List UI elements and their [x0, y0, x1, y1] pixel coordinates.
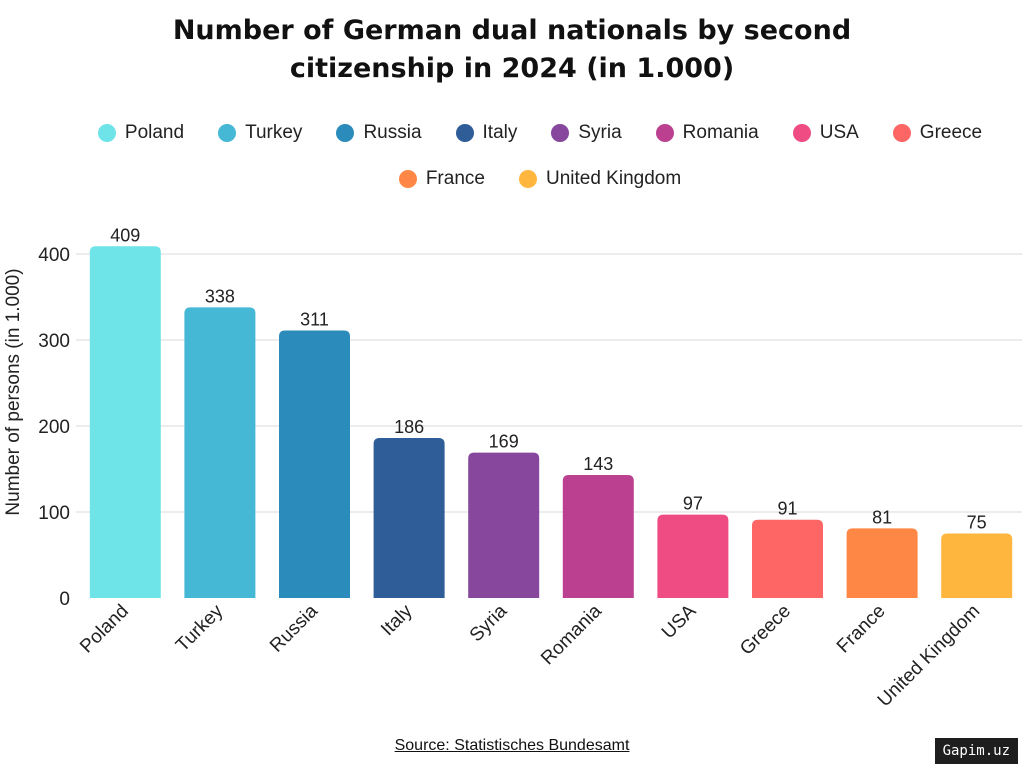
legend-row-1: Poland Turkey Russia Italy Syria Romania… — [60, 110, 1020, 156]
legend-swatch-turkey — [218, 124, 237, 142]
legend-item-greece[interactable]: Greece — [892, 122, 983, 144]
bar-usa — [657, 514, 729, 598]
x-tick-label-poland: Poland — [76, 601, 133, 658]
legend-label-usa: USA — [819, 122, 859, 143]
x-tick-label-usa: USA — [658, 600, 701, 643]
legend-swatch-syria — [551, 124, 570, 142]
legend-swatch-usa — [792, 124, 811, 142]
legend-item-russia[interactable]: Russia — [336, 122, 422, 144]
legend-swatch-greece — [892, 124, 911, 142]
watermark-logo: Gapim.uz — [934, 738, 1018, 764]
y-tick-label-0: 0 — [59, 589, 70, 610]
bar-united-kingdom — [941, 533, 1013, 598]
bar-syria — [468, 452, 540, 598]
data-label-russia: 311 — [300, 310, 329, 330]
data-label-usa: 97 — [683, 494, 703, 514]
legend-swatch-russia — [336, 124, 355, 142]
data-label-france: 81 — [872, 507, 892, 527]
y-tick-label-100: 100 — [38, 503, 70, 524]
legend-item-turkey[interactable]: Turkey — [218, 122, 302, 144]
source-note[interactable]: Source: Statistisches Bundesamt — [394, 737, 630, 754]
legend-label-greece: Greece — [919, 122, 983, 143]
bar-italy — [373, 438, 445, 598]
chart-title-line-1: Number of German dual nationals by secon… — [172, 15, 852, 46]
legend-item-france[interactable]: France — [398, 168, 485, 190]
x-tick-label-italy: Italy — [377, 600, 417, 640]
data-label-italy: 186 — [394, 417, 424, 437]
legend-swatch-france — [398, 170, 417, 188]
x-tick-label-turkey: Turkey — [172, 600, 228, 656]
legend-item-italy[interactable]: Italy — [455, 122, 518, 144]
x-tick-label-greece: Greece — [736, 601, 795, 660]
legend-swatch-poland — [97, 124, 116, 142]
bar-turkey — [184, 307, 256, 598]
legend-item-romania[interactable]: Romania — [655, 122, 759, 144]
legend-label-france: France — [425, 168, 485, 189]
legend-swatch-united-kingdom — [518, 170, 537, 188]
legend-item-usa[interactable]: USA — [792, 122, 859, 144]
legend-label-poland: Poland — [124, 122, 185, 143]
legend-row-2: France United Kingdom — [60, 156, 1020, 202]
x-tick-label-united-kingdom: United Kingdom — [874, 601, 984, 711]
bar-russia — [279, 330, 350, 598]
x-tick-label-france: France — [833, 601, 890, 658]
chart-legend: Poland Turkey Russia Italy Syria Romania… — [60, 110, 1020, 202]
y-axis-label: Number of persons (in 1.000) — [3, 268, 24, 515]
y-tick-label-300: 300 — [38, 331, 70, 352]
y-tick-label-400: 400 — [38, 245, 70, 266]
legend-label-russia: Russia — [363, 122, 422, 143]
legend-label-united-kingdom: United Kingdom — [545, 168, 682, 189]
legend-swatch-romania — [655, 124, 674, 142]
data-label-romania: 143 — [583, 454, 613, 474]
legend-label-syria: Syria — [578, 122, 622, 143]
legend-item-syria[interactable]: Syria — [551, 122, 622, 144]
data-label-united-kingdom: 75 — [967, 513, 987, 533]
data-label-turkey: 338 — [205, 286, 235, 306]
chart-title: Number of German dual nationals by secon… — [0, 12, 1024, 88]
legend-label-italy: Italy — [482, 122, 518, 143]
legend-item-poland[interactable]: Poland — [97, 122, 185, 144]
data-label-poland: 409 — [110, 225, 140, 245]
data-label-greece: 91 — [777, 499, 797, 519]
bar-france — [846, 528, 918, 598]
data-label-syria: 169 — [489, 432, 519, 452]
bar-greece — [752, 519, 823, 598]
x-tick-label-syria: Syria — [466, 600, 512, 646]
bar-romania — [562, 475, 634, 598]
y-tick-label-200: 200 — [38, 417, 70, 438]
x-tick-label-russia: Russia — [266, 600, 322, 656]
legend-item-united-kingdom[interactable]: United Kingdom — [518, 168, 682, 190]
legend-label-turkey: Turkey — [245, 122, 303, 143]
chart-title-line-2: citizenship in 2024 (in 1.000) — [289, 53, 735, 84]
bar-poland — [89, 246, 161, 598]
legend-swatch-italy — [455, 124, 474, 142]
legend-label-romania: Romania — [682, 122, 759, 143]
x-tick-label-romania: Romania — [537, 600, 606, 669]
